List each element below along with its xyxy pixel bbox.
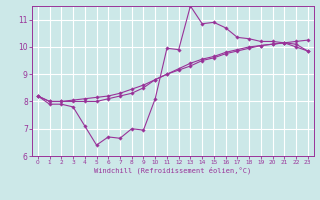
- X-axis label: Windchill (Refroidissement éolien,°C): Windchill (Refroidissement éolien,°C): [94, 167, 252, 174]
